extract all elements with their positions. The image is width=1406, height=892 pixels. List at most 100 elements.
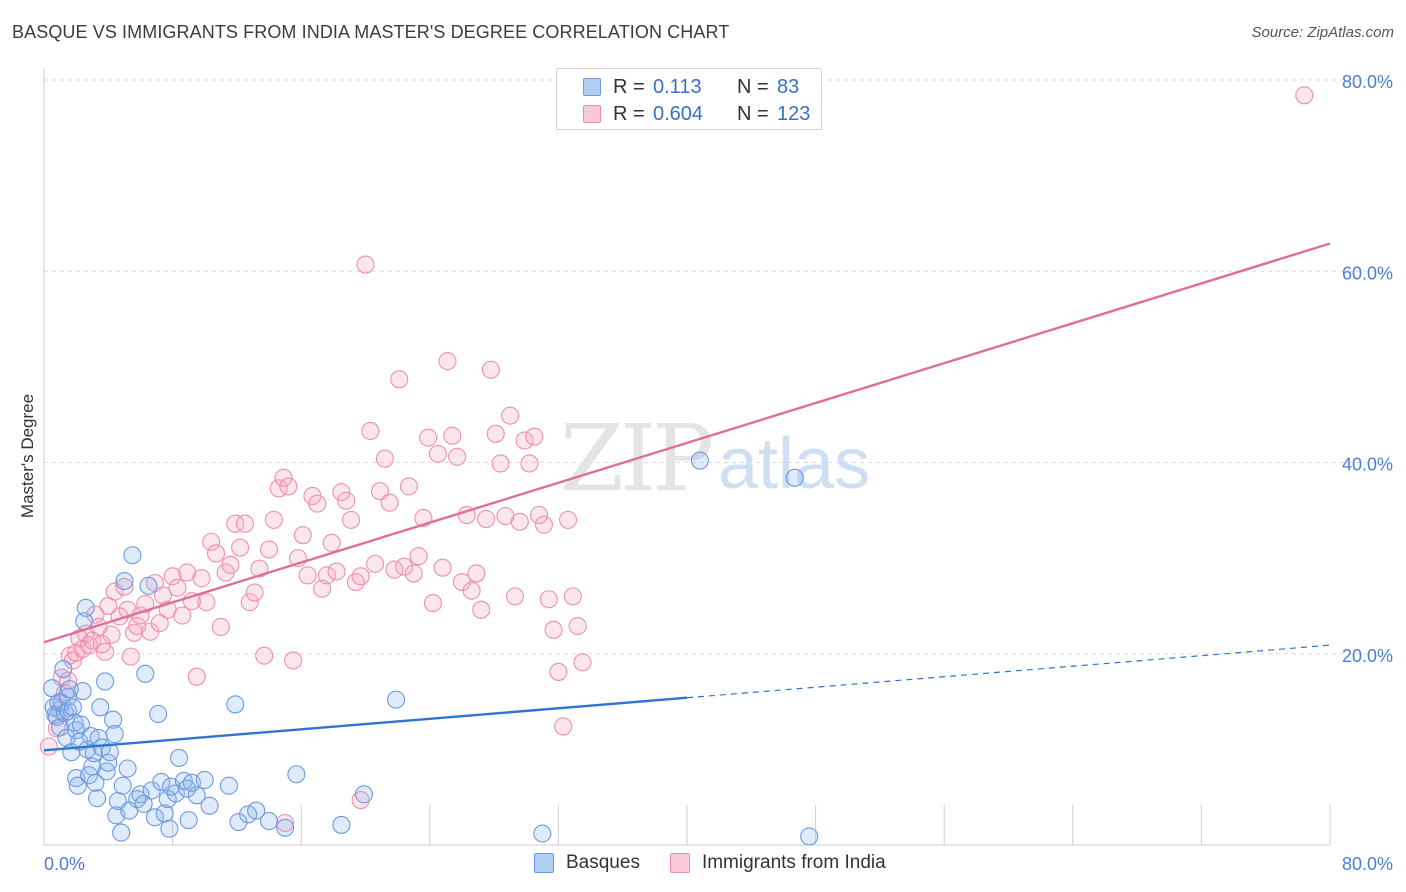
point-basques xyxy=(332,815,351,834)
grid-lines xyxy=(44,79,1394,655)
point-india xyxy=(121,647,140,666)
point-india xyxy=(221,555,240,574)
point-basques xyxy=(134,794,153,813)
point-basques xyxy=(169,748,189,768)
y-axis-label: Master's Degree xyxy=(18,394,37,518)
point-basques xyxy=(54,659,73,679)
point-india xyxy=(472,600,491,619)
point-india xyxy=(240,593,259,612)
legend-r-value: 0.113 xyxy=(653,75,702,98)
point-basques xyxy=(91,698,110,717)
legend-n-value: 83 xyxy=(777,75,800,98)
point-india xyxy=(428,444,447,463)
point-basques xyxy=(76,598,95,617)
point-basques xyxy=(690,451,709,470)
legend-swatch-pink xyxy=(583,105,601,123)
y-tick-label: 60.0% xyxy=(1342,263,1393,283)
point-basques xyxy=(533,824,552,843)
point-india xyxy=(544,620,563,639)
trend-line-basques-projection xyxy=(686,644,1331,699)
legend-r-value: 0.604 xyxy=(653,102,704,125)
point-india xyxy=(173,606,192,625)
point-india xyxy=(375,449,394,468)
point-india xyxy=(380,493,399,512)
point-basques xyxy=(73,681,92,701)
point-india xyxy=(443,426,462,445)
point-india xyxy=(530,506,549,525)
point-basques xyxy=(123,546,142,565)
point-basques xyxy=(800,827,819,846)
legend-row-basques: R = 0.113 N = 83 xyxy=(583,74,799,100)
point-india xyxy=(255,646,274,665)
legend-swatch-blue xyxy=(583,78,601,96)
point-basques xyxy=(259,812,279,831)
point-india xyxy=(322,533,341,552)
point-basques xyxy=(112,823,131,842)
point-india xyxy=(390,370,409,389)
point-basques xyxy=(68,776,87,795)
point-basques xyxy=(86,773,105,792)
point-basques xyxy=(105,725,124,744)
point-india xyxy=(366,554,385,573)
point-india xyxy=(298,566,317,585)
point-india xyxy=(351,567,370,586)
point-india xyxy=(245,583,264,602)
point-basques xyxy=(386,690,406,709)
point-india xyxy=(211,617,230,637)
point-basques xyxy=(145,808,164,827)
point-india xyxy=(486,424,505,443)
series-basques xyxy=(42,451,819,846)
series-legend: Basques Immigrants from India xyxy=(534,852,916,874)
x-tick-label-max: 80.0% xyxy=(1342,854,1393,874)
point-india xyxy=(356,255,375,274)
legend-item-india[interactable]: Immigrants from India xyxy=(669,852,886,874)
point-india xyxy=(79,636,99,655)
point-basques xyxy=(178,779,197,798)
point-india xyxy=(259,540,279,559)
point-india xyxy=(395,557,414,576)
legend-row-india: R = 0.604 N = 123 xyxy=(583,101,810,127)
trend-line-india xyxy=(43,242,1331,644)
point-india xyxy=(197,593,216,612)
legend-item-basques[interactable]: Basques xyxy=(534,852,640,874)
point-basques xyxy=(87,789,107,808)
point-india xyxy=(481,360,500,379)
point-india xyxy=(327,562,346,581)
legend-n-value: 123 xyxy=(777,102,811,125)
legend-n-label: N = xyxy=(737,102,769,125)
point-basques xyxy=(200,796,219,815)
point-india xyxy=(361,421,380,440)
point-india xyxy=(102,625,121,644)
point-india xyxy=(520,454,539,473)
point-india xyxy=(568,616,587,636)
point-basques xyxy=(113,776,132,795)
point-basques xyxy=(152,772,171,791)
point-india xyxy=(136,594,155,614)
point-india xyxy=(163,567,182,586)
legend-r-label: R = xyxy=(613,102,645,125)
point-india xyxy=(150,614,169,633)
point-basques xyxy=(104,710,123,729)
point-india xyxy=(274,468,293,487)
source-label: Source: ZipAtlas.com xyxy=(1251,24,1394,41)
chart-title: BASQUE VS IMMIGRANTS FROM INDIA MASTER'S… xyxy=(12,22,730,42)
point-basques xyxy=(195,770,214,790)
point-india xyxy=(491,454,510,473)
point-india xyxy=(351,791,370,810)
point-basques xyxy=(96,672,115,691)
point-basques xyxy=(65,713,84,732)
watermark: ZIP atlas xyxy=(560,405,870,512)
point-basques xyxy=(226,695,245,714)
point-basques xyxy=(63,698,82,717)
point-basques xyxy=(139,576,158,595)
point-india xyxy=(293,526,312,545)
legend-swatch-india xyxy=(669,853,690,873)
x-tick-label-min: 0.0% xyxy=(44,854,85,874)
point-basques xyxy=(115,572,134,591)
point-india xyxy=(115,577,134,596)
point-basques xyxy=(229,812,248,832)
tick-labels: 20.0% 40.0% 60.0% 80.0% 0.0% 80.0% xyxy=(44,72,1393,874)
point-india xyxy=(563,587,582,606)
point-basques xyxy=(247,801,266,820)
